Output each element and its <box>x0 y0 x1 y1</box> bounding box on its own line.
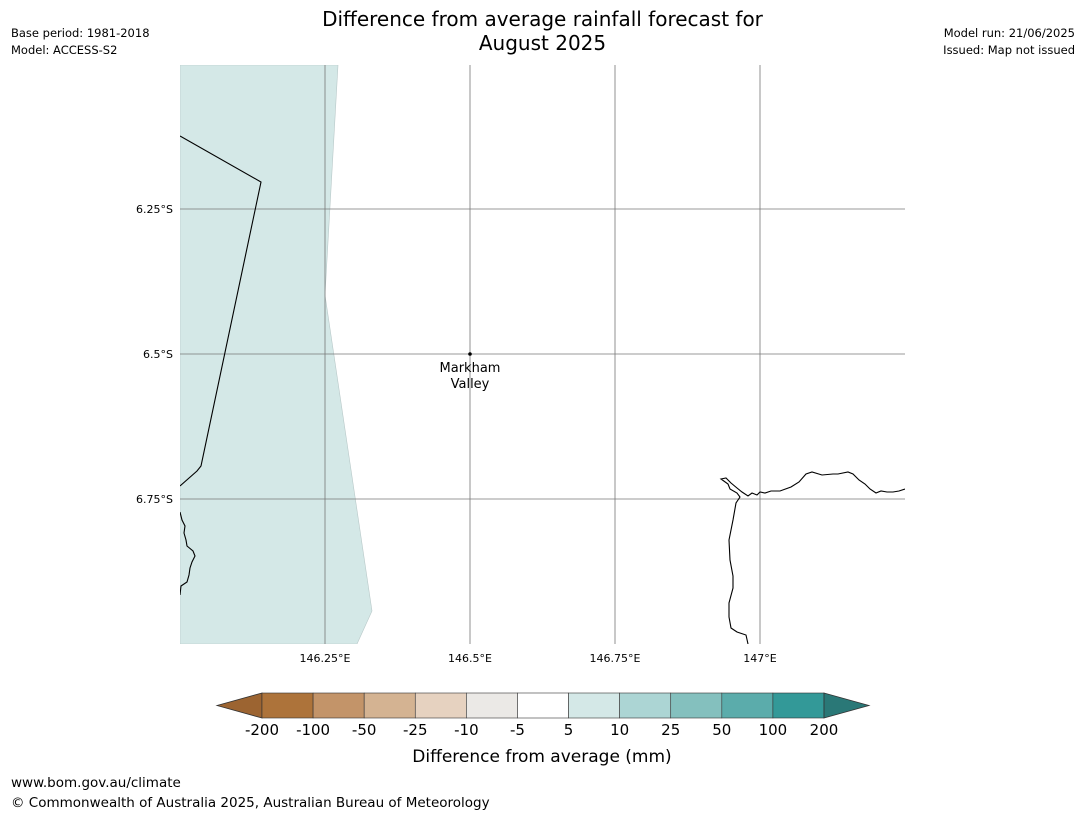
colorbar-segment <box>721 692 774 719</box>
colorbar-tick-label: -100 <box>296 721 330 739</box>
footer-copyright: © Commonwealth of Australia 2025, Austra… <box>11 795 490 811</box>
lon-label-146-5: 146.5°E <box>448 652 492 665</box>
colorbar-segment <box>670 692 723 719</box>
colorbar-title: Difference from average (mm) <box>412 747 671 767</box>
lon-label-146-75: 146.75°E <box>590 652 641 665</box>
colorbar-segment <box>619 692 672 719</box>
colorbar-segment <box>466 692 518 719</box>
markham-valley-marker <box>468 352 472 356</box>
map-metadata-left: Base period: 1981-2018 Model: ACCESS-S2 <box>11 25 150 59</box>
base-period-label: Base period: 1981-2018 <box>11 26 150 40</box>
colorbar-segment <box>772 692 825 719</box>
colorbar-tick-label: 50 <box>712 721 731 739</box>
model-label: Model: ACCESS-S2 <box>11 43 118 57</box>
colorbar-tick-label: 200 <box>810 721 839 739</box>
colorbar-under-arrow <box>215 692 263 719</box>
lon-label-147: 147°E <box>743 652 776 665</box>
colorbar-tick-label: -50 <box>352 721 377 739</box>
lat-label-6-75: 6.75°S <box>136 493 173 506</box>
place-label-line-2: Valley <box>451 377 490 392</box>
map-metadata-right: Model run: 21/06/2025 Issued: Map not is… <box>943 25 1075 59</box>
map-title: Difference from average rainfall forecas… <box>0 7 1085 55</box>
colorbar-segment <box>363 692 416 719</box>
colorbar-segment <box>261 692 314 719</box>
coastline-west <box>180 511 196 596</box>
model-run-label: Model run: 21/06/2025 <box>943 26 1075 40</box>
lat-label-6-25: 6.25°S <box>136 203 173 216</box>
boundaries <box>180 135 905 644</box>
border-line <box>180 135 262 487</box>
colorbar-tick-label: 10 <box>610 721 629 739</box>
colorbar-segment <box>312 692 365 719</box>
colorbar-segment <box>517 692 569 719</box>
issued-label: Issued: Map not issued <box>943 43 1075 57</box>
footer-url: www.bom.gov.au/climate <box>11 775 181 791</box>
map-area <box>180 65 905 644</box>
colorbar-tick-label: 25 <box>661 721 680 739</box>
colorbar-tick-label: -5 <box>510 721 525 739</box>
colorbar-tick-label: -25 <box>403 721 428 739</box>
colorbar-tick-label: -10 <box>454 721 479 739</box>
colorbar: -200 -100 -50 -25 -10 -5 5 10 25 50 100 200 <box>215 692 871 739</box>
colorbar-segment <box>414 692 467 719</box>
colorbar-segments <box>261 692 825 719</box>
place-label-line-1: Markham <box>440 361 501 376</box>
colorbar-tick-label: 100 <box>759 721 788 739</box>
colorbar-segment <box>568 692 620 719</box>
title-line-2: August 2025 <box>478 31 607 55</box>
title-line-1: Difference from average rainfall forecas… <box>322 7 763 31</box>
colorbar-tick-label: 5 <box>564 721 574 739</box>
colorbar-over-arrow <box>823 692 871 719</box>
coastline-east <box>719 471 905 644</box>
lat-label-6-5: 6.5°S <box>143 348 173 361</box>
lon-label-146-25: 146.25°E <box>300 652 351 665</box>
colorbar-tick-labels: -200 -100 -50 -25 -10 -5 5 10 25 50 100 200 <box>245 721 838 739</box>
colorbar-tick-label: -200 <box>245 721 279 739</box>
